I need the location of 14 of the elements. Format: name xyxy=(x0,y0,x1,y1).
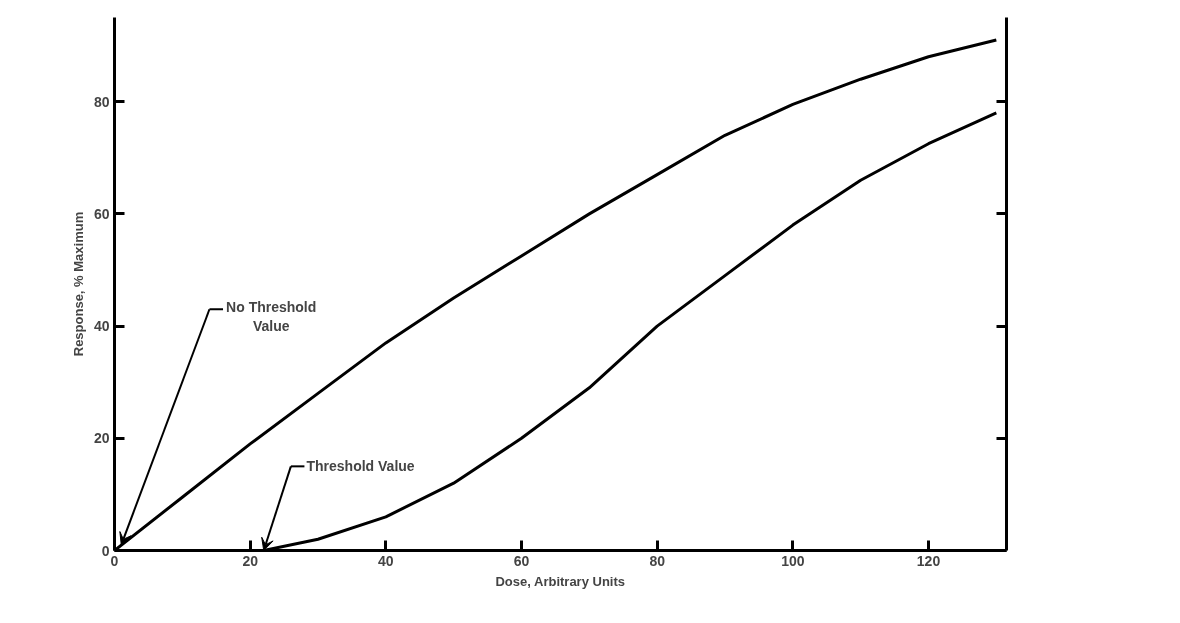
annotation: Threshold Value xyxy=(306,458,415,475)
x-tick-label: 40 xyxy=(378,552,394,569)
x-tick-label: 80 xyxy=(649,552,666,569)
x-tick-label: 60 xyxy=(513,552,530,569)
x-axis-title: Dose, Arbitrary Units xyxy=(495,573,626,589)
y-axis-title: Response, % Maximum xyxy=(70,211,86,357)
x-tick-label: 100 xyxy=(781,552,805,569)
x-tick-label: 120 xyxy=(916,552,941,569)
y-tick-label: 80 xyxy=(93,93,110,110)
y-tick-label: 60 xyxy=(93,205,110,222)
y-tick-label: 20 xyxy=(93,430,110,447)
annotation: No Threshold Value xyxy=(226,299,317,335)
y-tick-label: 40 xyxy=(93,318,110,335)
x-tick-label: 20 xyxy=(242,552,259,569)
